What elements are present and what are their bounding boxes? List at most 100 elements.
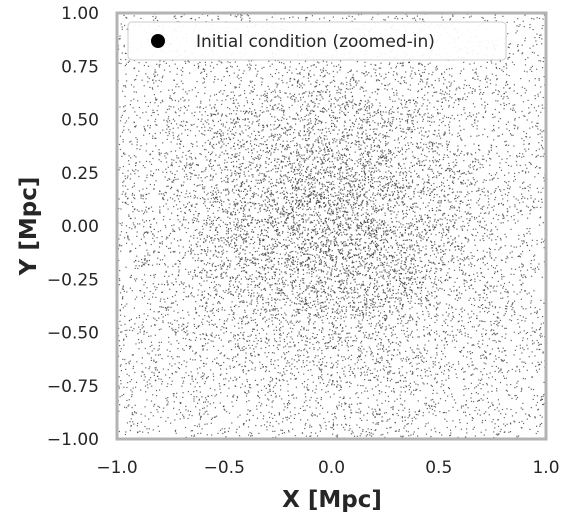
particle-point xyxy=(341,175,344,177)
particle-point xyxy=(185,268,187,270)
particle-point xyxy=(539,308,541,310)
particle-point xyxy=(142,198,144,200)
particle-point xyxy=(409,319,411,322)
particle-point xyxy=(534,269,536,271)
particle-point xyxy=(439,119,441,121)
particle-point xyxy=(363,299,365,301)
particle-point xyxy=(427,92,429,94)
particle-point xyxy=(339,270,342,272)
particle-point xyxy=(479,267,482,269)
particle-point xyxy=(405,322,407,325)
particle-point xyxy=(267,391,269,393)
particle-point xyxy=(203,401,205,403)
particle-point xyxy=(370,163,372,165)
particle-point xyxy=(543,57,545,59)
particle-point xyxy=(281,374,284,376)
particle-point xyxy=(244,209,246,211)
particle-point xyxy=(449,19,451,21)
particle-point xyxy=(237,118,239,120)
particle-point xyxy=(537,172,539,175)
particle-point xyxy=(153,188,155,190)
particle-point xyxy=(339,396,341,398)
particle-point xyxy=(538,200,540,202)
particle-point xyxy=(278,288,280,290)
particle-point xyxy=(522,243,524,245)
particle-point xyxy=(267,152,269,154)
particle-point xyxy=(450,432,452,434)
particle-point xyxy=(513,214,515,217)
particle-point xyxy=(328,286,330,288)
particle-point xyxy=(336,408,339,410)
particle-point xyxy=(227,61,229,63)
particle-point xyxy=(492,217,494,220)
particle-point xyxy=(301,93,304,95)
particle-point xyxy=(370,432,372,434)
particle-point xyxy=(401,417,403,419)
particle-point xyxy=(491,73,493,75)
particle-point xyxy=(525,308,527,310)
particle-point xyxy=(319,18,321,20)
particle-point xyxy=(276,238,278,241)
particle-point xyxy=(302,138,304,140)
particle-point xyxy=(381,248,383,250)
particle-point xyxy=(343,186,346,188)
particle-point xyxy=(530,267,532,269)
particle-point xyxy=(208,208,210,210)
particle-point xyxy=(422,81,424,83)
particle-point xyxy=(509,186,511,188)
particle-point xyxy=(243,331,245,333)
particle-point xyxy=(493,285,495,287)
particle-point xyxy=(485,160,487,162)
particle-point xyxy=(129,141,131,143)
particle-point xyxy=(262,124,264,126)
particle-point xyxy=(121,331,123,333)
particle-point xyxy=(418,287,420,289)
particle-point xyxy=(248,384,250,386)
particle-point xyxy=(429,120,431,122)
particle-point xyxy=(152,111,154,114)
particle-point xyxy=(456,340,458,342)
particle-point xyxy=(425,298,427,300)
particle-point xyxy=(249,410,251,412)
particle-point xyxy=(436,344,438,346)
particle-point xyxy=(156,63,158,65)
particle-point xyxy=(355,140,357,142)
particle-point xyxy=(522,20,524,22)
particle-point xyxy=(220,219,222,221)
particle-point xyxy=(315,195,317,197)
particle-point xyxy=(531,327,533,329)
particle-point xyxy=(138,106,140,109)
particle-point xyxy=(363,371,365,373)
particle-point xyxy=(121,395,123,397)
particle-point xyxy=(539,34,541,36)
particle-point xyxy=(437,201,439,203)
particle-point xyxy=(378,134,380,136)
particle-point xyxy=(538,348,540,351)
particle-point xyxy=(247,283,249,285)
particle-point xyxy=(497,322,499,324)
particle-point xyxy=(149,290,151,293)
particle-point xyxy=(160,341,163,343)
particle-point xyxy=(118,340,120,342)
particle-point xyxy=(215,201,217,203)
particle-point xyxy=(374,376,376,379)
particle-point xyxy=(264,321,266,323)
particle-point xyxy=(420,299,422,301)
particle-point xyxy=(464,404,467,406)
particle-point xyxy=(538,79,540,81)
particle-point xyxy=(289,17,291,19)
particle-point xyxy=(508,164,510,167)
particle-point xyxy=(373,149,376,151)
particle-point xyxy=(306,234,308,237)
particle-point xyxy=(140,145,142,147)
particle-point xyxy=(466,229,469,231)
particle-point xyxy=(415,272,417,274)
particle-point xyxy=(220,274,222,276)
particle-point xyxy=(473,426,475,428)
particle-point xyxy=(229,82,232,84)
particle-point xyxy=(145,198,147,200)
particle-point xyxy=(374,368,376,370)
particle-point xyxy=(479,167,481,169)
particle-point xyxy=(493,130,495,132)
particle-point xyxy=(536,165,538,167)
